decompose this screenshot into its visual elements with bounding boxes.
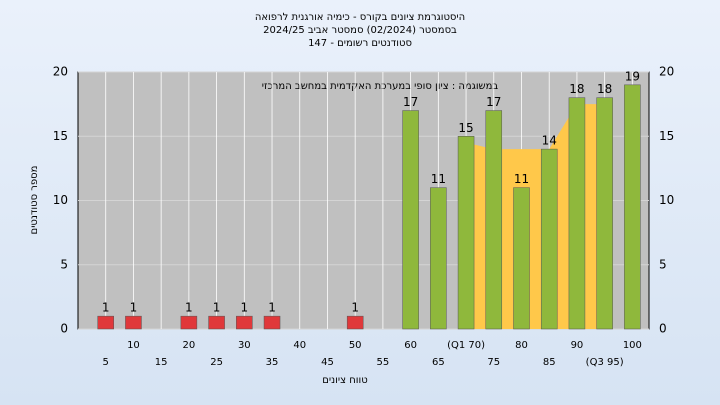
data-label: 1 [351, 301, 359, 315]
chart-title: היסטוגרמת ציונים בקורס - כימיה אורגנית ל… [255, 12, 465, 23]
bar [485, 110, 503, 330]
data-label: 11 [514, 172, 529, 186]
bar [457, 136, 475, 330]
bar [97, 315, 114, 330]
x-tick-label: 55 [377, 357, 390, 368]
data-label: 18 [569, 82, 584, 96]
y2-tick-label: 0 [659, 322, 667, 336]
data-label: 11 [431, 172, 446, 186]
x-tick-label: 45 [321, 357, 334, 368]
data-label: 1 [185, 301, 193, 315]
bar [513, 187, 530, 330]
data-label: 15 [458, 121, 473, 135]
bar [125, 315, 142, 330]
x-tick-label: 10 [127, 340, 140, 351]
x-tick-label: 65 [432, 357, 445, 368]
data-label: 18 [597, 82, 612, 96]
bar [540, 148, 558, 330]
data-label: 1 [268, 301, 276, 315]
bar [263, 315, 281, 330]
x-tick-label: 50 [349, 340, 362, 351]
x-tick-label: (Q3 95) [586, 357, 624, 368]
y2-tick-label: 20 [659, 65, 674, 79]
data-label: 14 [542, 134, 557, 148]
bar [208, 315, 225, 330]
x-tick-label: 75 [487, 357, 500, 368]
data-label: 1 [102, 301, 110, 315]
x-tick-label: 85 [543, 357, 556, 368]
x-tick-label: 30 [238, 340, 251, 351]
y-tick-label: 20 [53, 65, 68, 79]
data-label: 17 [403, 95, 418, 109]
y2-tick-label: 5 [659, 257, 667, 271]
x-tick-label: 25 [210, 357, 223, 368]
y-axis-label: מספר סטודנטים [29, 166, 40, 235]
chart-subtitle: בסמסטר (02/2024) סמסטר אביב 2024/25 [263, 25, 457, 36]
annotation: במשוגמה : ציון סופי במערכת האקדמית במחשב… [262, 81, 499, 92]
x-tick-label: 90 [571, 340, 584, 351]
data-label: 1 [130, 301, 138, 315]
bar [624, 84, 641, 330]
y2-tick-label: 15 [659, 129, 674, 143]
bar [180, 315, 198, 330]
bar [430, 187, 447, 330]
y-tick-label: 15 [53, 129, 68, 143]
bar [236, 315, 253, 330]
x-tick-label: 35 [266, 357, 279, 368]
data-label: 1 [213, 301, 221, 315]
x-tick-label: 60 [404, 340, 417, 351]
bar [596, 97, 613, 330]
data-label: 17 [486, 95, 501, 109]
y-tick-label: 0 [60, 322, 68, 336]
x-tick-label: 15 [155, 357, 168, 368]
bar [402, 110, 419, 330]
x-axis-label: טווח ציונים [322, 375, 367, 386]
x-tick-label: 80 [515, 340, 528, 351]
bar [568, 97, 586, 330]
y-tick-label: 10 [53, 193, 68, 207]
x-tick-label: 5 [103, 357, 109, 368]
data-label: 19 [625, 69, 640, 83]
bar [346, 315, 364, 330]
chart-subtitle: סטודנטים רשומים - 147 [308, 38, 412, 49]
y-tick-label: 5 [60, 257, 68, 271]
x-tick-label: 100 [623, 340, 642, 351]
x-tick-label: (Q1 70) [447, 340, 485, 351]
x-tick-label: 40 [293, 340, 306, 351]
x-tick-label: 20 [183, 340, 196, 351]
y2-tick-label: 10 [659, 193, 674, 207]
data-label: 1 [240, 301, 248, 315]
